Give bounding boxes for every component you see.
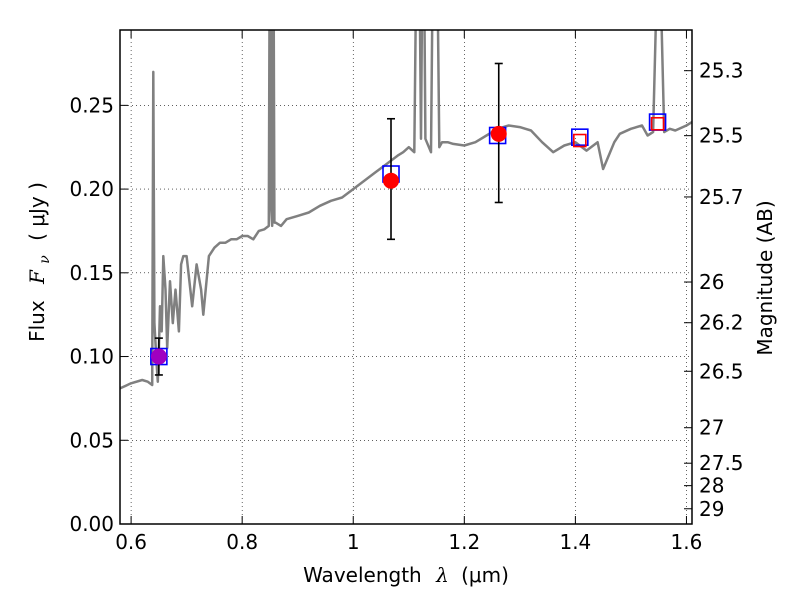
model-flux-square (571, 128, 589, 146)
y-tick-label: 0.05 (69, 428, 114, 452)
x-tick-label: 1.6 (671, 530, 703, 554)
y-axis-title-prefix: Flux (25, 300, 49, 342)
series-layer (120, 30, 692, 390)
observed-flux-point (150, 348, 167, 365)
x-axis-title: Wavelength λ (μm) (303, 563, 509, 587)
right-tick-label: 25.5 (699, 124, 744, 148)
x-tick-label: 0.6 (115, 530, 147, 554)
series-4 (150, 337, 167, 376)
y-axis-title: Flux F ν ( μJy ) (25, 182, 54, 342)
ticks (120, 30, 692, 525)
y-tick-label: 0.20 (69, 177, 114, 201)
x-axis-title-symbol: λ (435, 563, 449, 587)
x-tick-label: 1.2 (448, 530, 480, 554)
right-tick-label: 25.7 (699, 185, 744, 209)
x-axis-title-unit: (μm) (461, 563, 509, 587)
y-axis-title-symbol: F (25, 269, 49, 285)
x-axis-title-prefix: Wavelength (303, 563, 422, 587)
right-tick-label: 27.5 (699, 451, 744, 475)
series-0 (120, 30, 692, 390)
series-2 (573, 116, 665, 148)
right-axis-title: Magnitude (AB) (753, 200, 777, 355)
y-tick-label: 0.15 (69, 261, 114, 285)
model-flux-square (650, 116, 665, 131)
series-1 (150, 113, 667, 366)
observed-flux-point (383, 172, 400, 189)
y-tick-label: 0.25 (69, 93, 114, 117)
right-tick-label: 26 (699, 270, 724, 294)
right-tick-label: 29 (699, 497, 724, 521)
right-tick-label: 26.2 (699, 311, 744, 335)
x-tick-label: 1 (347, 530, 360, 554)
right-tick-label: 26.5 (699, 359, 744, 383)
x-tick-label: 1.4 (559, 530, 591, 554)
right-tick-label: 25.3 (699, 59, 744, 83)
y-tick-label: 0.10 (69, 345, 114, 369)
y-axis-title-subscript: ν (37, 255, 53, 264)
spectrum-line (120, 30, 692, 390)
right-tick-label: 27 (699, 416, 724, 440)
model-flux-square (573, 133, 587, 148)
x-tick-labels: 0.6 0.8 1 1.2 1.4 1.6 (115, 530, 702, 554)
right-tick-label: 28 (699, 474, 724, 498)
y-axis-title-unit: ( μJy ) (25, 182, 49, 241)
series-3 (383, 62, 507, 241)
y-tick-label: 0.00 (69, 512, 114, 536)
plot-frame (119, 29, 693, 525)
y-tick-labels: 0.00 0.05 0.10 0.15 0.20 0.25 (69, 93, 114, 536)
x-tick-label: 0.8 (226, 530, 258, 554)
observed-flux-point (490, 125, 507, 142)
